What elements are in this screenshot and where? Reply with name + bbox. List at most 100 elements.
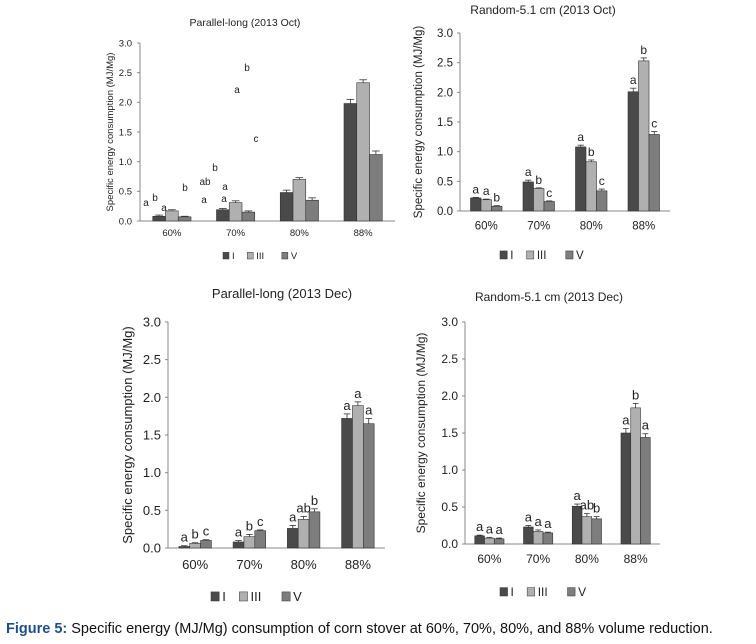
x-tick-label: 70% — [527, 220, 550, 232]
legend-swatch-I — [222, 252, 230, 260]
legend: I III V — [499, 585, 586, 599]
significance-letter: a — [222, 182, 228, 193]
bar-I-70% — [232, 541, 245, 549]
bar-V-70% — [254, 530, 266, 549]
figure: Parallel-long (2013 Oct) Specific energy … — [105, 3, 670, 604]
y-axis-label: Specific energy consumption (MJ/Mg) — [414, 333, 428, 534]
significance-letter: a — [472, 182, 479, 196]
chart-title: Random-5.1 cm (2013 Oct) — [470, 3, 615, 17]
x-tick-label: 88% — [354, 228, 374, 239]
bar-III-80% — [297, 519, 310, 549]
legend-label-I: I — [232, 251, 235, 262]
significance-letter: b — [246, 518, 253, 533]
legend-swatch-III — [239, 591, 248, 602]
significance-letter: b — [588, 145, 595, 159]
bar-V-88% — [369, 154, 383, 222]
significance-letter: a — [234, 85, 240, 96]
significance-letter: a — [354, 386, 362, 401]
bar-III-70% — [532, 531, 544, 545]
bar-I-60% — [470, 197, 482, 212]
significance-letter: c — [203, 524, 210, 539]
bar-III-88% — [638, 60, 650, 212]
significance-letter: a — [525, 165, 532, 179]
legend-swatch-V — [281, 591, 291, 602]
legend-swatch-V — [281, 252, 289, 260]
y-tick-label: 0.0 — [437, 206, 453, 218]
bar-V-80% — [305, 199, 319, 222]
significance-letter: a — [365, 402, 373, 417]
significance-letter: c — [546, 186, 552, 200]
chart-panel-2: Random-5.1 cm (2013 Oct) Specific energy … — [413, 3, 670, 262]
significance-letter: a — [289, 509, 297, 524]
bar-V-70% — [542, 532, 554, 545]
y-tick-label: 2.5 — [143, 352, 161, 367]
y-tick-label: 1.5 — [119, 127, 132, 138]
bar-V-80% — [308, 511, 321, 549]
significance-letter: b — [493, 191, 500, 205]
y-tick-label: 0.0 — [119, 216, 132, 227]
y-tick-label: 3.0 — [143, 315, 161, 330]
bar-I-60% — [152, 215, 166, 222]
y-tick-label: 1.5 — [143, 428, 161, 443]
y-axis-label: Specific energy consumption (MJ/Mg) — [105, 53, 116, 212]
bar-I-88% — [343, 103, 358, 222]
bar-III-60% — [484, 537, 495, 545]
significance-letter: b — [311, 493, 318, 508]
legend-swatch-V — [567, 587, 576, 597]
bar-V-60% — [493, 538, 505, 545]
bar-III-80% — [581, 516, 593, 545]
caption-text: Specific energy (MJ/Mg) consumption of c… — [67, 621, 713, 637]
bar-V-88% — [362, 423, 375, 549]
significance-letter: a — [476, 519, 484, 534]
legend-swatch-I — [499, 250, 508, 260]
x-tick-label: 60% — [475, 220, 498, 232]
significance-letter: b — [632, 387, 639, 402]
y-tick-label: 0.5 — [441, 500, 458, 514]
significance-letter: a — [630, 73, 637, 87]
significance-letter: c — [257, 514, 264, 529]
bar-V-70% — [241, 211, 256, 222]
x-tick-label: 70% — [226, 228, 246, 239]
x-tick-label: 88% — [624, 552, 648, 566]
legend-swatch-III — [526, 587, 535, 597]
significance-letter: a — [343, 398, 351, 413]
significance-letter: b — [535, 173, 542, 187]
y-tick-label: 0.5 — [143, 503, 161, 518]
bar-III-60% — [165, 210, 179, 222]
bar-V-60% — [177, 216, 192, 222]
x-tick-label: 80% — [575, 552, 599, 566]
significance-letter: c — [651, 116, 657, 130]
x-tick-label: 60% — [477, 552, 501, 566]
bar-III-80% — [292, 179, 307, 222]
y-tick-label: 2.0 — [437, 87, 453, 99]
y-tick-label: 0.0 — [143, 541, 161, 556]
x-tick-label: 70% — [236, 557, 262, 572]
bar-III-70% — [243, 536, 256, 549]
legend-label-III: III — [251, 589, 262, 604]
significance-letter: b — [593, 501, 600, 516]
chart-title: Random-5.1 cm (2013 Dec) — [475, 290, 623, 304]
bar-I-60% — [474, 535, 485, 545]
significance-letter: b — [212, 163, 218, 174]
bar-I-88% — [627, 91, 639, 212]
legend-label-V: V — [291, 251, 298, 262]
significance-letter: b — [244, 63, 250, 74]
significance-letter: a — [181, 530, 189, 545]
y-axis-label: Specific energy consumption (MJ/Mg) — [413, 26, 425, 219]
bar-I-80% — [279, 192, 294, 222]
y-axis-label: Specific energy consumption (MJ/Mg) — [120, 326, 135, 543]
significance-letter: ab — [199, 177, 211, 188]
legend-label-V: V — [293, 589, 302, 604]
y-tick-label: 1.5 — [441, 426, 458, 440]
legend-label-III: III — [256, 251, 264, 262]
y-tick-label: 2.0 — [119, 98, 132, 109]
bar-III-70% — [533, 188, 545, 212]
chart-title: Parallel-long (2013 Oct) — [190, 17, 301, 29]
legend-swatch-III — [526, 250, 535, 260]
x-tick-label: 80% — [580, 220, 603, 232]
significance-letter: a — [622, 413, 630, 428]
significance-letter: a — [577, 130, 584, 144]
bar-III-80% — [585, 161, 597, 212]
y-tick-label: 3.0 — [119, 38, 132, 49]
bar-V-70% — [543, 201, 555, 212]
